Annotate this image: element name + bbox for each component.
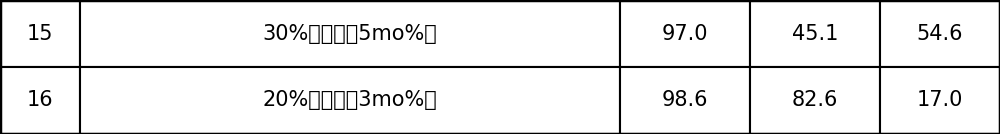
Text: 82.6: 82.6: [792, 90, 838, 111]
Bar: [80, 0, 620, 67]
Text: 17.0: 17.0: [917, 90, 963, 111]
Text: 16: 16: [27, 90, 53, 111]
Bar: [0, 67, 80, 134]
Bar: [80, 67, 620, 134]
Bar: [750, 0, 880, 67]
Text: 98.6: 98.6: [662, 90, 708, 111]
Bar: [880, 67, 1000, 134]
Text: 45.1: 45.1: [792, 23, 838, 44]
Text: 97.0: 97.0: [662, 23, 708, 44]
Text: 20%氢碘酸（3mo%）: 20%氢碘酸（3mo%）: [263, 90, 437, 111]
Text: 15: 15: [27, 23, 53, 44]
Text: 54.6: 54.6: [917, 23, 963, 44]
Bar: [0, 0, 80, 67]
Bar: [880, 0, 1000, 67]
Bar: [620, 67, 750, 134]
Text: 30%氢溴酸（5mo%）: 30%氢溴酸（5mo%）: [263, 23, 437, 44]
Bar: [750, 67, 880, 134]
Bar: [620, 0, 750, 67]
